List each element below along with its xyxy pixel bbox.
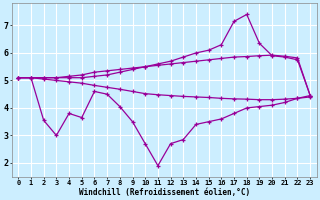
X-axis label: Windchill (Refroidissement éolien,°C): Windchill (Refroidissement éolien,°C) (79, 188, 250, 197)
